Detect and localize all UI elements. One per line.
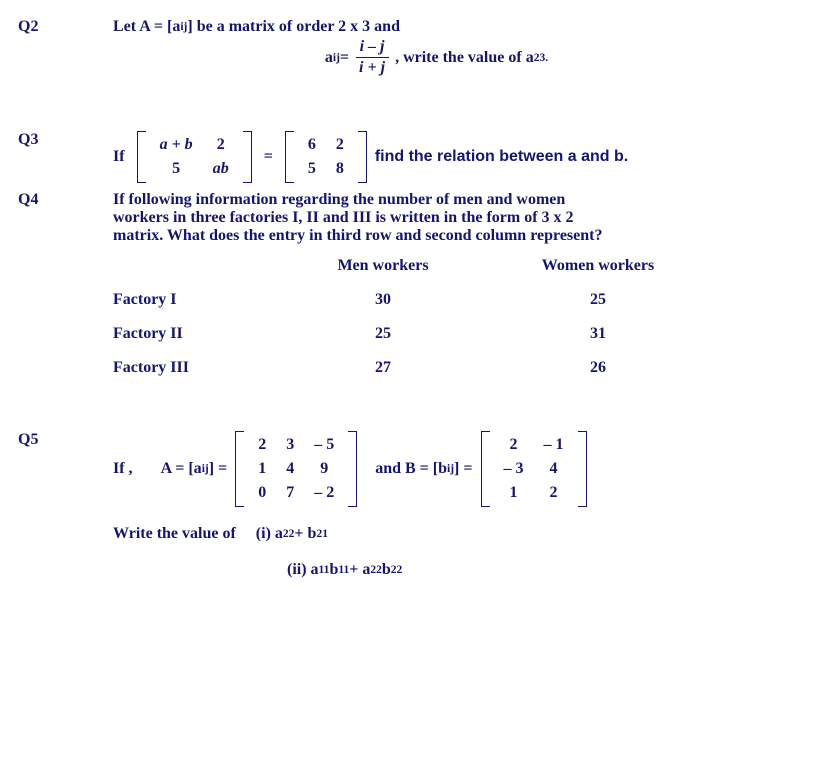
- q4-line3: matrix. What does the entry in third row…: [113, 227, 820, 245]
- q2-frac-num: i – j: [356, 38, 389, 58]
- q2-body: Let A = [a ij ] be a matrix of order 2 x…: [113, 18, 820, 85]
- table-row: Factory II 25 31: [113, 317, 713, 351]
- q3-equation: If a + b2 5ab = 62 58 find the relation …: [113, 131, 820, 183]
- q4-line1: If following information regarding the n…: [113, 191, 820, 209]
- q2-after-frac: , write the value of a: [395, 49, 534, 67]
- b10: – 3: [494, 457, 534, 481]
- q2-equation: a ij = i – j i + j , write the value of …: [53, 38, 820, 77]
- q5-ii-s2: 11: [338, 564, 349, 576]
- q5-w-intro: Write the value of: [113, 525, 236, 543]
- m1-01: 2: [203, 133, 239, 157]
- q5-ii-s3: 22: [370, 564, 382, 576]
- a00: 2: [248, 433, 276, 457]
- b20: 1: [494, 481, 534, 505]
- a11: 4: [276, 457, 304, 481]
- q5-i-lbl: (i) a: [256, 525, 283, 543]
- q5-ii-s1: 11: [319, 564, 330, 576]
- q4-label: Q4: [18, 191, 113, 385]
- m1-00: a + b: [150, 133, 203, 157]
- q2-intro: Let A = [a ij ] be a matrix of order 2 x…: [113, 18, 820, 36]
- q5-label: Q5: [18, 431, 113, 579]
- row-name: Factory III: [113, 351, 283, 385]
- b00: 2: [494, 433, 534, 457]
- q4-body: If following information regarding the n…: [113, 191, 820, 385]
- m2-10: 5: [298, 157, 326, 181]
- q5-and-sub: ij: [447, 463, 454, 475]
- hdr-women: Women workers: [483, 249, 713, 283]
- q5-matrix-a: 23– 5 149 07– 2: [235, 431, 357, 507]
- q2-intro-end: ] be a matrix of order 2 x 3 and: [187, 18, 400, 36]
- b21: 2: [534, 481, 574, 505]
- hdr-men: Men workers: [283, 249, 483, 283]
- q5-ii-b2: b: [382, 561, 391, 579]
- a21: 7: [276, 481, 304, 505]
- row-name: Factory II: [113, 317, 283, 351]
- q2-fraction: i – j i + j: [355, 38, 389, 77]
- q2-eq-eq: =: [340, 49, 349, 67]
- row-w: 26: [483, 351, 713, 385]
- q2-frac-den: i + j: [355, 58, 389, 77]
- q5-body: If , A = [a ij ] = 23– 5 149 07– 2 and B…: [113, 431, 820, 579]
- q3-eq: =: [264, 148, 273, 166]
- table-row: Factory I 30 25: [113, 283, 713, 317]
- a10: 1: [248, 457, 276, 481]
- row-w: 25: [483, 283, 713, 317]
- q5-if: If ,: [113, 460, 133, 478]
- q5-i-plus: + b: [294, 525, 316, 543]
- q3-body: If a + b2 5ab = 62 58 find the relation …: [113, 131, 820, 183]
- row-m: 27: [283, 351, 483, 385]
- row-w: 31: [483, 317, 713, 351]
- q5-i-s2: 21: [316, 528, 328, 540]
- q2-eq-lhs: a: [325, 49, 333, 67]
- a20: 0: [248, 481, 276, 505]
- q3-label: Q3: [18, 131, 113, 183]
- q5-i-s1: 22: [283, 528, 295, 540]
- a22: – 2: [304, 481, 344, 505]
- q3-matrix-2: 62 58: [285, 131, 367, 183]
- question-4: Q4 If following information regarding th…: [18, 191, 820, 385]
- row-m: 30: [283, 283, 483, 317]
- q2-intro-text: Let A = [a: [113, 18, 180, 36]
- row-name: Factory I: [113, 283, 283, 317]
- q5-ii-indent: [113, 561, 207, 579]
- question-2: Q2 Let A = [a ij ] be a matrix of order …: [18, 18, 820, 85]
- q3-matrix-1: a + b2 5ab: [137, 131, 252, 183]
- m2-01: 2: [326, 133, 354, 157]
- q5-and-end: ] =: [454, 460, 472, 478]
- q5-equation: If , A = [a ij ] = 23– 5 149 07– 2 and B…: [113, 431, 820, 507]
- q3-if: If: [113, 148, 125, 166]
- q5-matrix-b: 2– 1 – 34 12: [481, 431, 587, 507]
- q2-after-frac-sub: 23.: [534, 52, 548, 64]
- q5-ii-s4: 22: [391, 564, 403, 576]
- row-m: 25: [283, 317, 483, 351]
- q5-write-ii: (ii) a 11 b 11 + a 22 b 22: [113, 561, 820, 579]
- m1-11: ab: [203, 157, 239, 181]
- q5-ii-plus: + a: [349, 561, 370, 579]
- q3-tail: find the relation between a and b.: [375, 148, 628, 166]
- table-row: Factory III 27 26: [113, 351, 713, 385]
- q5-ii-b1: b: [329, 561, 338, 579]
- question-5: Q5 If , A = [a ij ] = 23– 5 149 07– 2 an…: [18, 431, 820, 579]
- q2-intro-sub: ij: [180, 21, 187, 33]
- hdr-blank: [113, 249, 283, 283]
- b01: – 1: [534, 433, 574, 457]
- a01: 3: [276, 433, 304, 457]
- q5-ii-lbl: (ii) a: [287, 561, 319, 579]
- q5-aeq1-end: ] =: [209, 460, 227, 478]
- q5-write: Write the value of (i) a 22 + b 21: [113, 525, 820, 543]
- q2-eq-lhs-sub: ij: [333, 52, 340, 64]
- table-header-row: Men workers Women workers: [113, 249, 713, 283]
- a02: – 5: [304, 433, 344, 457]
- q5-aeq1-sub: ij: [202, 463, 209, 475]
- q5-and: and B = [b: [375, 460, 447, 478]
- m2-11: 8: [326, 157, 354, 181]
- q5-aeq1: A = [a: [161, 460, 202, 478]
- q4-table: Men workers Women workers Factory I 30 2…: [113, 249, 713, 385]
- m2-00: 6: [298, 133, 326, 157]
- b11: 4: [534, 457, 574, 481]
- m1-10: 5: [150, 157, 203, 181]
- a12: 9: [304, 457, 344, 481]
- q4-line2: workers in three factories I, II and III…: [113, 209, 820, 227]
- question-3: Q3 If a + b2 5ab = 62 58 find the relati…: [18, 131, 820, 183]
